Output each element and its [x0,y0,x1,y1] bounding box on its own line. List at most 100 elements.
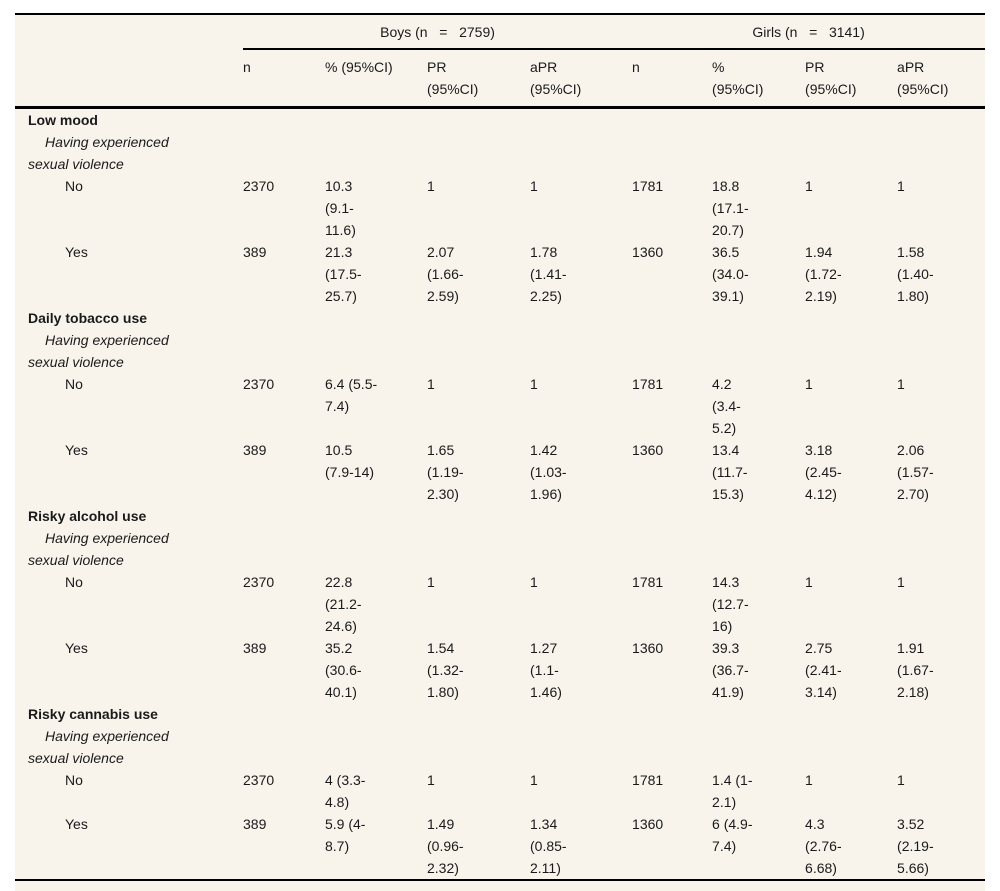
cell: 10.5 (7.9-14) [325,442,375,480]
table-row: No 2370 4 (3.3- 4.8) 1 1 1781 1.4 (1- 2.… [15,769,985,813]
table-row: No 2370 6.4 (5.5- 7.4) 1 1 1781 4.2 (3.4… [15,373,985,439]
table-row: Yes 389 10.5 (7.9-14) 1.65 (1.19- 2.30) … [15,439,985,505]
cell: 1.65 (1.19- 2.30) [427,442,464,502]
cell: 389 [243,816,267,832]
cell: 4.3 (2.76- 6.68) [805,816,842,876]
cell: 1.94 (1.72- 2.19) [805,244,842,304]
column-header-girls-pr: PR (95%CI) [805,49,898,109]
column-header-boys-apr: aPR (95%CI) [530,49,633,109]
cell: 1 [897,376,905,392]
cell: 1 [427,574,435,590]
column-header-girls-n: n [632,49,713,109]
column-header-girls-apr: aPR (95%CI) [897,49,986,109]
cell: 1 [897,772,905,788]
table-row: No 2370 22.8 (21.2- 24.6) 1 1 1781 14.3 … [15,571,985,637]
cell: 1 [530,574,538,590]
cell: 1 [897,178,905,194]
cell: 1781 [632,376,664,392]
cell: 1360 [632,816,664,832]
column-header-row: n % (95%CI) PR (95%CI) aPR (95%CI) n % (… [15,49,986,109]
row-label: Yes [65,816,88,832]
cell: 1781 [632,574,664,590]
table-row: Yes 389 35.2 (30.6- 40.1) 1.54 (1.32- 1.… [15,637,985,703]
cell: 1 [530,376,538,392]
cell: 39.3 (36.7- 41.9) [712,640,749,700]
cell: 1 [805,574,813,590]
cell: 3.18 (2.45- 4.12) [805,442,842,502]
row-label: No [65,574,83,590]
cell: 1.58 (1.40- 1.80) [897,244,934,304]
section-subtitle: Having experienced sexual violence [15,725,985,769]
cell: 2370 [243,574,275,590]
cell: 1 [805,376,813,392]
cell: 35.2 (30.6- 40.1) [325,640,362,700]
cell: 1.34 (0.85- 2.11) [530,816,567,876]
cell: 1 [530,178,538,194]
cell: 1 [530,772,538,788]
section-title-risky-cannabis-use: Risky cannabis use [15,703,985,725]
cell: 2370 [243,178,275,194]
row-label: Yes [65,442,88,458]
column-header-boys-pct: % (95%CI) [325,49,427,109]
cell: 21.3 (17.5- 25.7) [325,244,362,304]
cell: 1.4 (1- 2.1) [712,772,753,810]
cell: 1.91 (1.67- 2.18) [897,640,934,700]
section-title-text: Risky alcohol use [28,508,147,524]
cell: 36.5 (34.0- 39.1) [712,244,749,304]
section-subtitle-text: Having experienced sexual violence [28,332,169,370]
cell: 1.42 (1.03- 1.96) [530,442,567,502]
cell: 6.4 (5.5- 7.4) [325,376,378,414]
cell: 389 [243,640,267,656]
cell: 4 (3.3- 4.8) [325,772,366,810]
cell: 14.3 (12.7- 16) [712,574,749,634]
section-title-daily-tobacco-use: Daily tobacco use [15,307,985,329]
cell: 1.78 (1.41- 2.25) [530,244,567,304]
cell: 2.07 (1.66- 2.59) [427,244,464,304]
cell: 1 [897,574,905,590]
group-header-row: Boys (n = 2759) Girls (n = 3141) [15,15,986,50]
cell: 6 (4.9- 7.4) [712,816,753,854]
row-label: No [65,178,83,194]
cell: 1.54 (1.32- 1.80) [427,640,464,700]
cell: 13.4 (11.7- 15.3) [712,442,748,502]
group-header-spacer [15,15,243,49]
cell: 1.27 (1.1- 1.46) [530,640,562,700]
section-subtitle-text: Having experienced sexual violence [28,134,169,172]
cell: 389 [243,442,267,458]
section-title-text: Low mood [28,112,98,128]
table-row: Yes 389 5.9 (4- 8.7) 1.49 (0.96- 2.32) 1… [15,813,985,880]
cell: 1 [805,772,813,788]
section-title-text: Daily tobacco use [28,310,148,326]
cell: 5.9 (4- 8.7) [325,816,366,854]
section-title-text: Risky cannabis use [28,706,158,722]
table-row: Yes 389 21.3 (17.5- 25.7) 2.07 (1.66- 2.… [15,241,985,307]
section-subtitle-text: Having experienced sexual violence [28,728,169,766]
row-label: Yes [65,640,88,656]
cell: 2.75 (2.41- 3.14) [805,640,842,700]
table-row: No 2370 10.3 (9.1- 11.6) 1 1 1781 18.8 (… [15,175,985,241]
cell: 1360 [632,442,664,458]
group-header-boys: Boys (n = 2759) [243,15,633,50]
cell: 1.49 (0.96- 2.32) [427,816,464,876]
section-subtitle: Having experienced sexual violence [15,527,985,571]
row-label: No [65,772,83,788]
cell: 3.52 (2.19- 5.66) [897,816,934,876]
column-header-girls-pct: % (95%CI) [712,49,806,109]
cell: 18.8 (17.1- 20.7) [712,178,749,238]
group-header-girls: Girls (n = 3141) [632,15,986,50]
cell: 1 [427,772,435,788]
cell: 2370 [243,376,275,392]
column-header-boys-n: n [243,49,325,109]
section-subtitle-text: Having experienced sexual violence [28,530,169,568]
statistics-table: Boys (n = 2759) Girls (n = 3141) n % (95… [15,15,986,881]
cell: 1781 [632,772,664,788]
cell: 389 [243,244,267,260]
table-sheet: Boys (n = 2759) Girls (n = 3141) n % (95… [15,13,986,891]
section-title-risky-alcohol-use: Risky alcohol use [15,505,985,527]
cell: 2370 [243,772,275,788]
column-header-boys-pr: PR (95%CI) [427,49,530,109]
cell: 10.3 (9.1- 11.6) [325,178,356,238]
section-title-low-mood: Low mood [15,108,985,132]
section-subtitle: Having experienced sexual violence [15,131,985,175]
cell: 22.8 (21.2- 24.6) [325,574,362,634]
